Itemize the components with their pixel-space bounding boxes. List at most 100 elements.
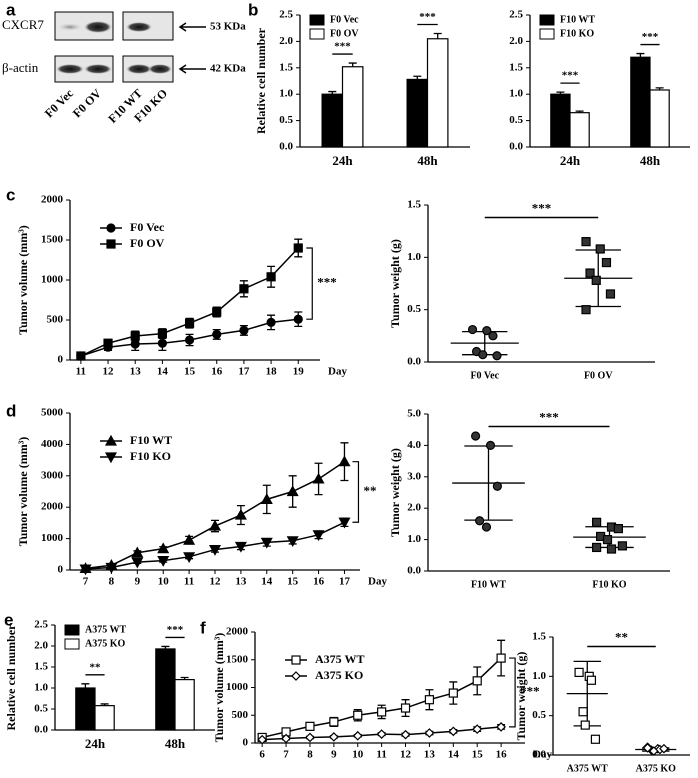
y-tick-label: 2000 (41, 501, 64, 513)
marker (606, 544, 617, 554)
legend-marker (291, 671, 301, 681)
y-tick-label: 2.0 (279, 35, 293, 47)
bar (406, 78, 429, 148)
marker (601, 257, 612, 268)
y-tick-label: 1.5 (532, 631, 546, 643)
blot-band (84, 64, 112, 74)
x-axis-label: Day (328, 366, 347, 378)
y-tick-label: 1.0 (509, 88, 523, 100)
legend-label: F10 KO (130, 449, 171, 463)
x-tick-label: 13 (235, 576, 247, 588)
chart: e 0.0 0.5 1.0 1.5 2.0 2.5 Relative cell number 2… (4, 610, 215, 751)
marker (266, 272, 276, 282)
error-bar (556, 91, 565, 95)
legend-swatch (64, 638, 80, 650)
marker (492, 351, 502, 361)
y-tick-label: 2000 (226, 626, 249, 638)
x-tick-label: 9 (331, 749, 337, 761)
marker (293, 243, 303, 253)
blot-band (57, 23, 83, 31)
legend-label: A375 WT (315, 652, 364, 666)
error-bar (636, 52, 645, 58)
chart: d 0 1000 2000 3000 4000 5000 Tumor volume (mm³)… (6, 401, 387, 587)
panel-label: b (248, 0, 258, 19)
x-tick-label: 15 (472, 749, 484, 761)
x-tick-label: 10 (352, 749, 364, 761)
y-axis-label: Tumor weight (g) (514, 652, 528, 741)
legend-swatch (309, 14, 325, 26)
x-tick-label: F0 OV (584, 370, 613, 381)
bar (174, 678, 195, 731)
y-tick-label: 1000 (41, 274, 64, 286)
x-tick-label: 24h (85, 736, 106, 751)
y-axis-label: Relative cell number (4, 624, 18, 731)
marker (305, 721, 315, 731)
bar (426, 38, 449, 148)
marker (208, 519, 222, 531)
blot-band (56, 64, 84, 74)
y-tick-label: 1000 (41, 532, 64, 544)
x-tick-label: A375 WT (567, 763, 609, 774)
y-axis-label: Tumor volume (mm³) (16, 225, 30, 335)
marker (183, 552, 196, 564)
significance-bracket (306, 247, 313, 320)
marker (400, 729, 411, 740)
chart: 0.0 1.0 2.0 3.0 4.0 5.0 Tumor weight (g) F10 WT… (388, 408, 670, 590)
y-tick-label: 3.0 (407, 470, 421, 482)
error-bar (161, 645, 170, 649)
significance: ** (90, 661, 102, 673)
marker (239, 284, 249, 294)
y-tick-label: 0.5 (532, 709, 546, 721)
marker (595, 244, 605, 254)
significance: ** (363, 483, 376, 498)
significance: *** (419, 11, 436, 23)
marker (481, 522, 492, 532)
marker (130, 331, 140, 341)
legend-label: A375 KO (315, 668, 363, 682)
legend-swatch (309, 28, 325, 40)
marker (602, 534, 613, 545)
marker (234, 508, 247, 520)
y-tick-label: 1500 (41, 234, 64, 246)
legend-swatch (539, 28, 555, 40)
marker (581, 237, 591, 247)
significance: *** (539, 410, 559, 425)
marker (492, 481, 502, 491)
y-tick-label: 0.5 (407, 303, 421, 315)
x-tick-label: 7 (83, 576, 89, 588)
marker (338, 455, 351, 467)
marker (305, 732, 315, 743)
x-tick-label: 15 (287, 576, 299, 588)
y-tick-label: 0.0 (509, 141, 523, 153)
marker (605, 289, 616, 299)
panel-label: d (6, 401, 16, 420)
marker (642, 743, 653, 753)
marker (586, 675, 597, 685)
y-tick-label: 0 (58, 564, 64, 576)
y-tick-label: 0 (243, 737, 249, 749)
y-tick-label: 1.5 (407, 199, 421, 211)
y-tick-label: 3000 (41, 469, 64, 481)
marker (184, 335, 195, 345)
significance: *** (317, 275, 337, 290)
y-tick-label: 2.5 (509, 9, 523, 21)
x-tick-label: 16 (496, 749, 508, 761)
x-tick-label: 24h (560, 153, 581, 168)
marker (591, 275, 601, 285)
marker (424, 695, 435, 705)
x-tick-label: 16 (313, 576, 325, 588)
marker (329, 717, 339, 727)
chart: b 0.0 0.5 1.0 1.5 2.0 2.5 Relative cell number 2… (248, 0, 470, 168)
legend-label: F0 OV (130, 236, 165, 250)
marker (376, 729, 387, 739)
legend-label: A375 KO (85, 638, 126, 649)
bar (569, 112, 590, 148)
x-tick-label: 18 (266, 366, 278, 378)
marker (131, 557, 144, 569)
error-bar (180, 676, 189, 680)
y-tick-label: 0.5 (34, 703, 48, 715)
x-axis-label: Day (368, 576, 387, 588)
lane-label: F0 Vec (42, 86, 77, 121)
x-tick-label: 11 (76, 366, 86, 378)
y-tick-label: 2.0 (407, 502, 421, 514)
